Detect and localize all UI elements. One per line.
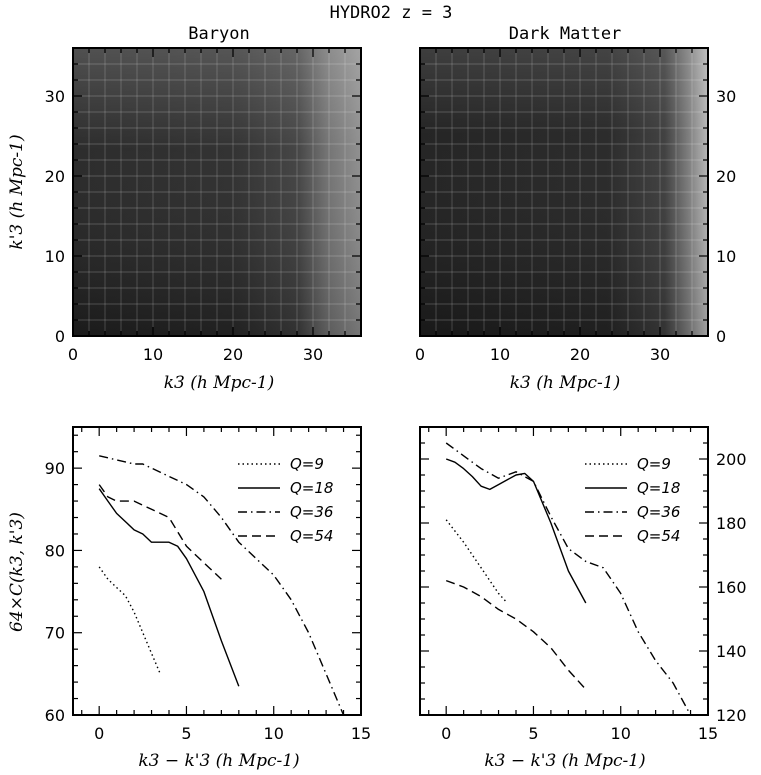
x-tick-label: 10 [611,724,631,743]
series-line-q9 [98,566,161,675]
y-tick-label: 180 [716,514,747,533]
baryon-correlation-ticks: 0 5 10 15 60 70 80 90 [45,427,371,743]
baryon-correlation-lines [98,455,345,716]
baryon-y-axis-label: k'3 (h Mpc-1) [7,134,27,249]
baryon-panel-title: Baryon [188,24,249,44]
x-tick-label: 15 [351,724,371,743]
x-tick-label: 10 [264,724,284,743]
legend-label: Q=54 [637,527,680,545]
baryon-ticks: 0 10 20 30 0 10 20 30 [45,47,362,364]
baryon-x-axis-label: k3 (h Mpc-1) [164,373,275,393]
baryon-correlation-y-axis-label: 64×C(k3, k'3) [7,512,27,632]
y-tick-label: 20 [716,167,736,186]
x-tick-label: 0 [415,345,425,364]
dark-matter-heatmap-grid [420,48,708,336]
baryon-heatmap-grid [73,48,361,336]
dark-matter-ticks: 0 10 20 30 0 10 20 30 [415,47,736,364]
dark-matter-panel-title: Dark Matter [509,24,622,44]
dark-matter-x-axis-label: k3 (h Mpc-1) [510,373,621,393]
series-line-q9 [445,519,508,604]
legend-label: Q=9 [290,455,324,473]
y-tick-label: 120 [716,706,747,725]
dark-matter-correlation-lines [445,442,692,716]
y-tick-label: 140 [716,642,747,661]
baryon-correlation-frame [72,426,362,716]
legend-label: Q=36 [290,503,333,521]
x-tick-label: 5 [181,724,191,743]
legend-label: Q=18 [290,479,333,497]
series-line-q18 [98,488,240,687]
x-tick-label: 10 [143,345,163,364]
y-tick-label: 70 [45,624,65,643]
series-line-q36 [99,455,345,716]
y-tick-label: 20 [45,167,65,186]
legend-label: Q=36 [637,503,680,521]
legend-label: Q=54 [290,527,333,545]
x-tick-label: 15 [698,724,718,743]
y-tick-label: 80 [45,541,65,560]
dark-matter-correlation-x-axis-label: k3 − k'3 (h Mpc-1) [484,751,645,771]
dark-matter-correlation-legend: Q=9 Q=18 Q=36 Q=54 [585,455,680,545]
y-tick-label: 30 [45,87,65,106]
x-tick-label: 30 [303,345,323,364]
series-line-q54 [98,484,222,580]
dark-matter-heatmap-shading [420,48,708,336]
baryon-correlation-legend: Q=9 Q=18 Q=36 Q=54 [238,455,333,545]
y-tick-label: 90 [45,459,65,478]
baryon-heatmap-panel: Baryon 0 10 20 30 0 10 20 30 k3 (h Mpc-1) k'3 (… [7,24,362,393]
y-tick-label: 0 [716,327,726,346]
y-tick-label: 10 [716,247,736,266]
legend-label: Q=18 [637,479,680,497]
y-tick-label: 160 [716,578,747,597]
baryon-heatmap-shading [73,48,361,336]
baryon-correlation-panel: 0 5 10 15 60 70 80 90 Q=9 Q=18 Q=36 Q=54 k3 − k'3 … [7,426,371,771]
series-line-q18 [445,458,587,604]
y-tick-label: 200 [716,450,747,469]
x-tick-label: 0 [94,724,104,743]
x-tick-label: 30 [650,345,670,364]
series-line-q54 [445,579,587,690]
dark-matter-heatmap-panel: Dark Matter 0 10 20 30 0 10 20 30 k3 (h Mpc-1) [415,24,736,393]
x-tick-label: 5 [528,724,538,743]
y-tick-label: 60 [45,706,65,725]
baryon-correlation-x-axis-label: k3 − k'3 (h Mpc-1) [138,751,299,771]
x-tick-label: 10 [490,345,510,364]
y-tick-label: 0 [55,327,65,346]
x-tick-label: 0 [68,345,78,364]
legend-label: Q=9 [637,455,671,473]
figure-title: HYDRO2 z = 3 [330,3,453,23]
x-tick-label: 20 [570,345,590,364]
x-tick-label: 0 [441,724,451,743]
y-tick-label: 10 [45,247,65,266]
y-tick-label: 30 [716,87,736,106]
x-tick-label: 20 [223,345,243,364]
